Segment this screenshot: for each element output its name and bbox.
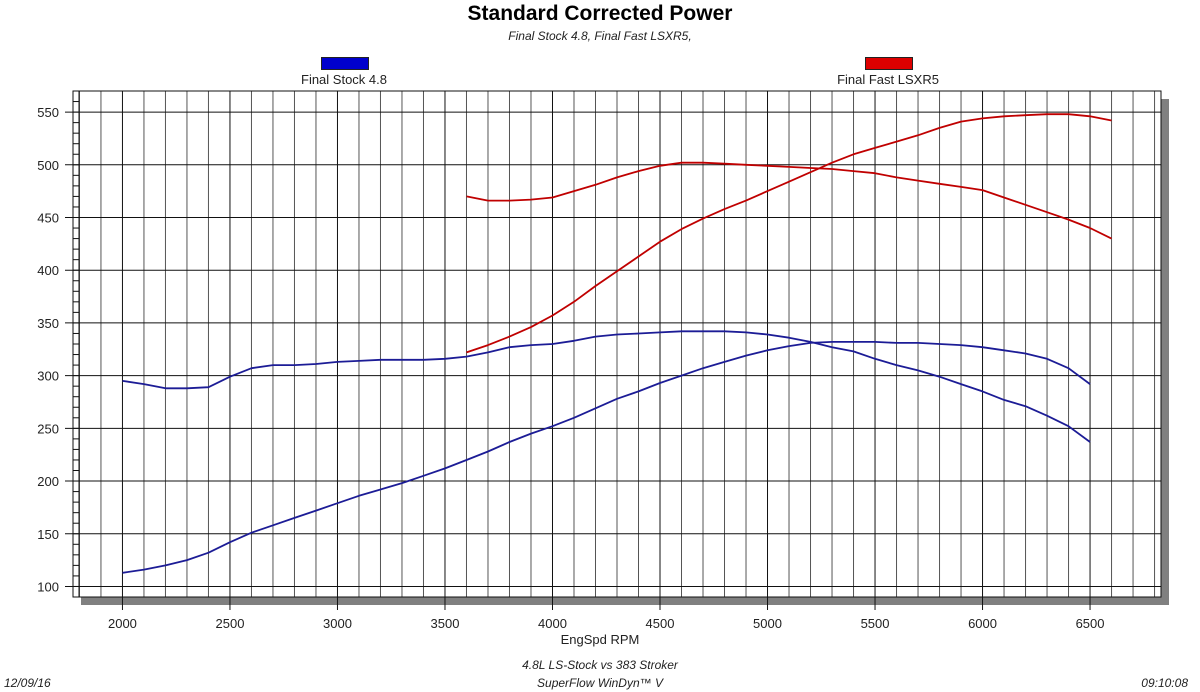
legend-label-stock: Final Stock 4.8 bbox=[301, 72, 387, 87]
y-tick-label: 350 bbox=[37, 316, 59, 331]
x-tick-label: 2500 bbox=[216, 616, 245, 631]
legend-swatch-stock bbox=[321, 57, 369, 70]
x-tick-label: 2000 bbox=[108, 616, 137, 631]
y-tick-label: 500 bbox=[37, 158, 59, 173]
y-tick-label: 200 bbox=[37, 474, 59, 489]
footer-software: SuperFlow WinDyn™ V bbox=[537, 676, 663, 690]
chart-title: Standard Corrected Power bbox=[467, 2, 733, 25]
series-line-final-stock-4-8-0 bbox=[122, 330, 1091, 443]
footer-time: 09:10:08 bbox=[1141, 676, 1188, 690]
x-axis-label: EngSpd RPM bbox=[560, 632, 640, 647]
series-line-final-stock-4-8-1 bbox=[122, 340, 1091, 574]
plot-frame bbox=[72, 90, 1162, 598]
legend-swatch-fast bbox=[865, 57, 913, 70]
y-tick-label: 250 bbox=[37, 421, 59, 436]
x-tick-label: 3000 bbox=[323, 616, 352, 631]
x-tick-label: 4000 bbox=[538, 616, 567, 631]
chart-subtitle: Final Stock 4.8, Final Fast LSXR5, bbox=[508, 29, 692, 43]
y-tick-label: 150 bbox=[37, 527, 59, 542]
x-tick-label: 4500 bbox=[646, 616, 675, 631]
x-tick-label: 6500 bbox=[1076, 616, 1105, 631]
series-line-final-fast-lsxr5-3 bbox=[466, 113, 1112, 354]
y-tick-label: 300 bbox=[37, 369, 59, 384]
x-tick-label: 5500 bbox=[861, 616, 890, 631]
legend-label-fast: Final Fast LSXR5 bbox=[837, 72, 939, 87]
footer-description: 4.8L LS-Stock vs 383 Stroker bbox=[522, 658, 678, 672]
x-tick-label: 5000 bbox=[753, 616, 782, 631]
y-tick-label: 450 bbox=[37, 211, 59, 226]
series-line-final-fast-lsxr5-2 bbox=[466, 161, 1112, 240]
y-tick-label: 550 bbox=[37, 105, 59, 120]
y-tick-label: 100 bbox=[37, 579, 59, 594]
x-tick-label: 6000 bbox=[968, 616, 997, 631]
footer-date: 12/09/16 bbox=[4, 676, 51, 690]
y-tick-label: 400 bbox=[37, 263, 59, 278]
x-tick-label: 3500 bbox=[431, 616, 460, 631]
